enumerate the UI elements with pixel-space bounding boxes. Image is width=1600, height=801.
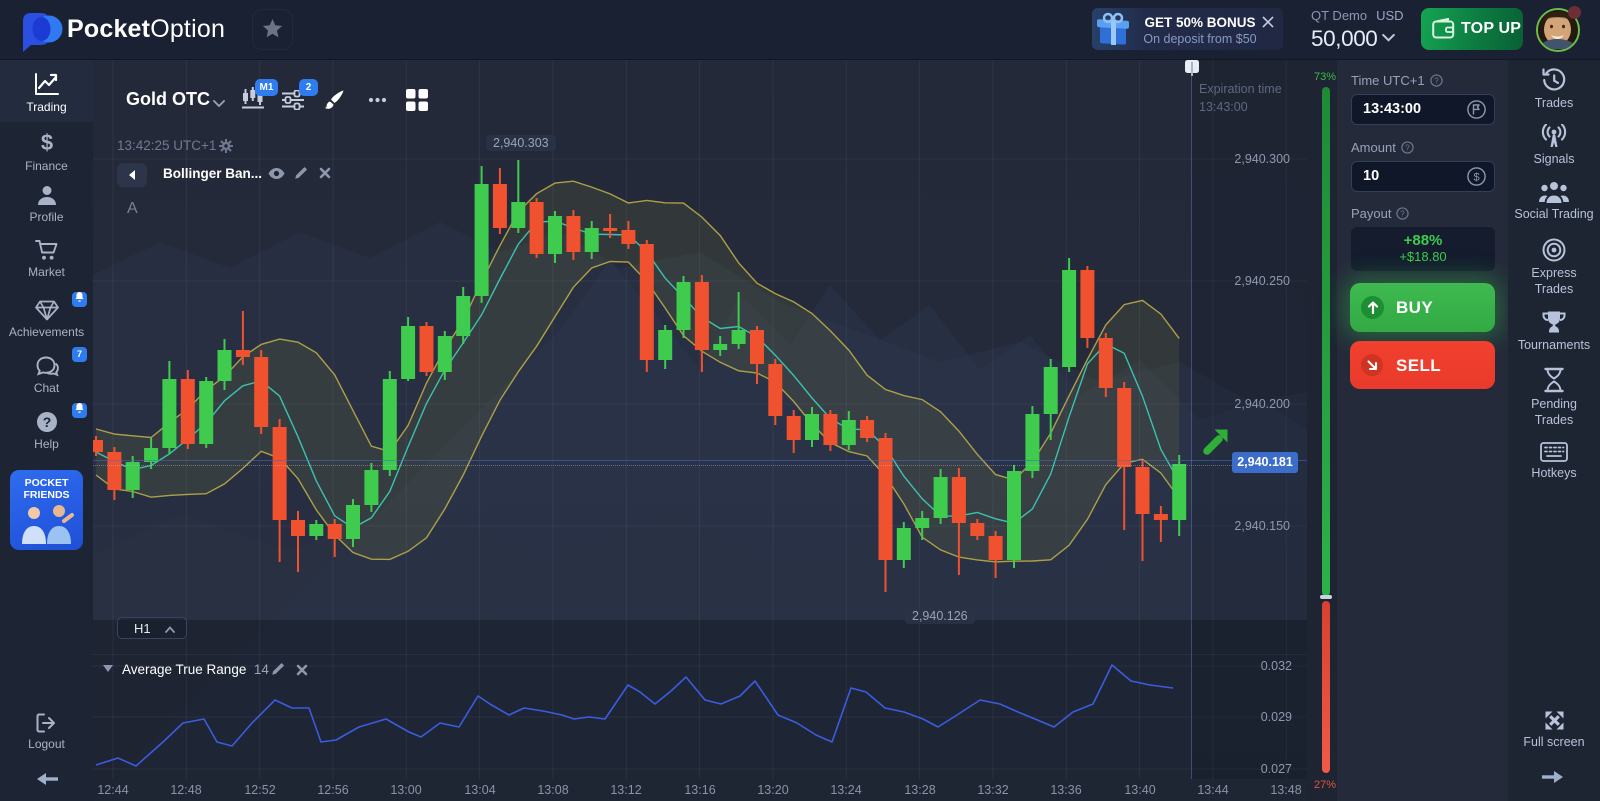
svg-text:$: $: [40, 131, 52, 155]
svg-text:?: ?: [1434, 76, 1439, 85]
svg-text:?: ?: [1401, 209, 1406, 218]
svg-text:?: ?: [42, 414, 51, 430]
svg-text:$: $: [1473, 172, 1479, 184]
svg-text:?: ?: [1405, 143, 1410, 152]
